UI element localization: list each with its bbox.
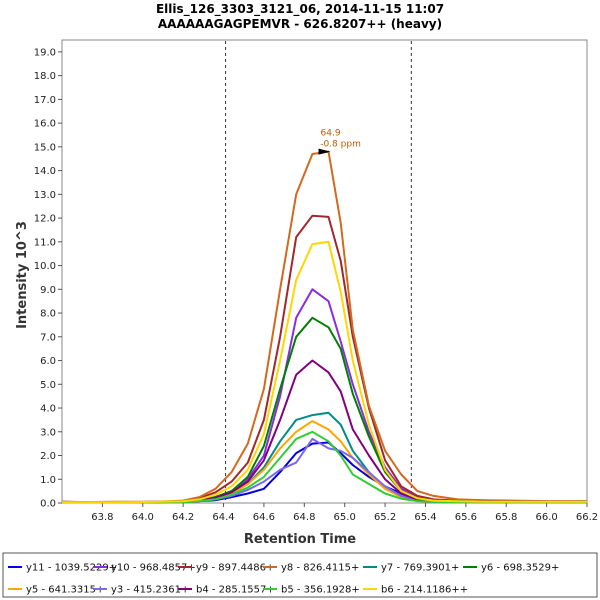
legend: y11 - 1039.5229+y10 - 968.4857+ y9 - 897.…	[8, 563, 559, 596]
legend-entry-label: b5 - 356.1928+	[281, 585, 360, 596]
legend-entry-label: y8 - 826.4115+	[281, 563, 359, 574]
y-tick-label: 8.0	[40, 309, 56, 320]
y-tick-label: 1.0	[40, 475, 56, 486]
x-tick-label: 66.0	[535, 512, 557, 523]
chart-subtitle: AAAAAAGAGPEMVR - 626.8207++ (heavy)	[158, 17, 442, 31]
legend-entry-label: y11 - 1039.5229+	[26, 563, 117, 574]
y-tick-label: 6.0	[40, 356, 56, 367]
x-tick-label: 63.8	[91, 512, 113, 523]
legend-entry-label: y3 - 415.2361+	[111, 585, 189, 596]
y-axis-label: Intensity 10^3	[15, 221, 30, 329]
legend-entry-label: y9 - 897.4486+	[196, 563, 274, 574]
legend-entry-label: b6 - 214.1186++	[381, 585, 468, 596]
integration-boundaries	[225, 41, 412, 503]
y-tick-label: 10.0	[34, 261, 56, 272]
y-tick-label: 5.0	[40, 380, 56, 391]
legend-entry-label: b4 - 285.1557+	[196, 585, 275, 596]
y-tick-label: 16.0	[34, 119, 56, 130]
peak-annotation-ppm: -0.8 ppm	[320, 140, 361, 150]
x-tick-label: 65.6	[455, 512, 477, 523]
y-tick-label: 12.0	[34, 214, 56, 225]
x-tick-label: 65.2	[374, 512, 396, 523]
legend-entry-label: y10 - 968.4857+	[111, 563, 196, 574]
x-axis-label: Retention Time	[244, 532, 356, 547]
y-tick-label: 9.0	[40, 285, 56, 296]
y-tick-label: 0.0	[40, 499, 56, 510]
y-tick-label: 17.0	[34, 95, 56, 106]
y-tick-label: 14.0	[34, 166, 56, 177]
legend-entry-label: y5 - 641.3315+	[26, 585, 104, 596]
x-tick-label: 65.0	[334, 512, 356, 523]
x-tick-label: 66.2	[576, 512, 598, 523]
y-tick-label: 7.0	[40, 332, 56, 343]
x-tick-label: 64.8	[293, 512, 315, 523]
legend-entry-label: y6 - 698.3529+	[481, 563, 559, 574]
x-tick-label: 64.4	[212, 512, 234, 523]
x-tick-label: 65.4	[414, 512, 436, 523]
x-tick-label: 64.6	[253, 512, 275, 523]
y-tick-label: 13.0	[34, 190, 56, 201]
series-line	[61, 240, 587, 504]
y-tick-label: 15.0	[34, 142, 56, 153]
peak-annotation-rt: 64.9	[321, 129, 341, 139]
y-tick-label: 4.0	[40, 404, 56, 415]
x-axis: 63.8 64.0 64.2 64.4 64.6 64.8 65.0 65.2 65.4 65.6…	[91, 503, 598, 523]
legend-entry-label: y7 - 769.3901+	[381, 563, 459, 574]
peak-annotation: 64.9 -0.8 ppm	[318, 129, 361, 155]
y-tick-label: 2.0	[40, 451, 56, 462]
peak-marker-icon	[318, 148, 331, 155]
plot-area	[61, 39, 588, 504]
y-tick-label: 18.0	[34, 71, 56, 82]
y-tick-label: 3.0	[40, 427, 56, 438]
x-tick-label: 65.8	[495, 512, 517, 523]
series-lines	[61, 150, 587, 504]
x-tick-label: 64.2	[172, 512, 194, 523]
y-axis: 0.0 1.0 2.0 3.0 4.0 5.0 6.0 7.0 8.0 9.0 10.0 11.0 12…	[34, 47, 62, 510]
y-tick-label: 19.0	[34, 47, 56, 58]
x-tick-label: 64.0	[132, 512, 154, 523]
y-tick-label: 11.0	[34, 237, 56, 248]
chart-title: Ellis_126_3303_3121_06, 2014-11-15 11:07	[156, 2, 444, 17]
